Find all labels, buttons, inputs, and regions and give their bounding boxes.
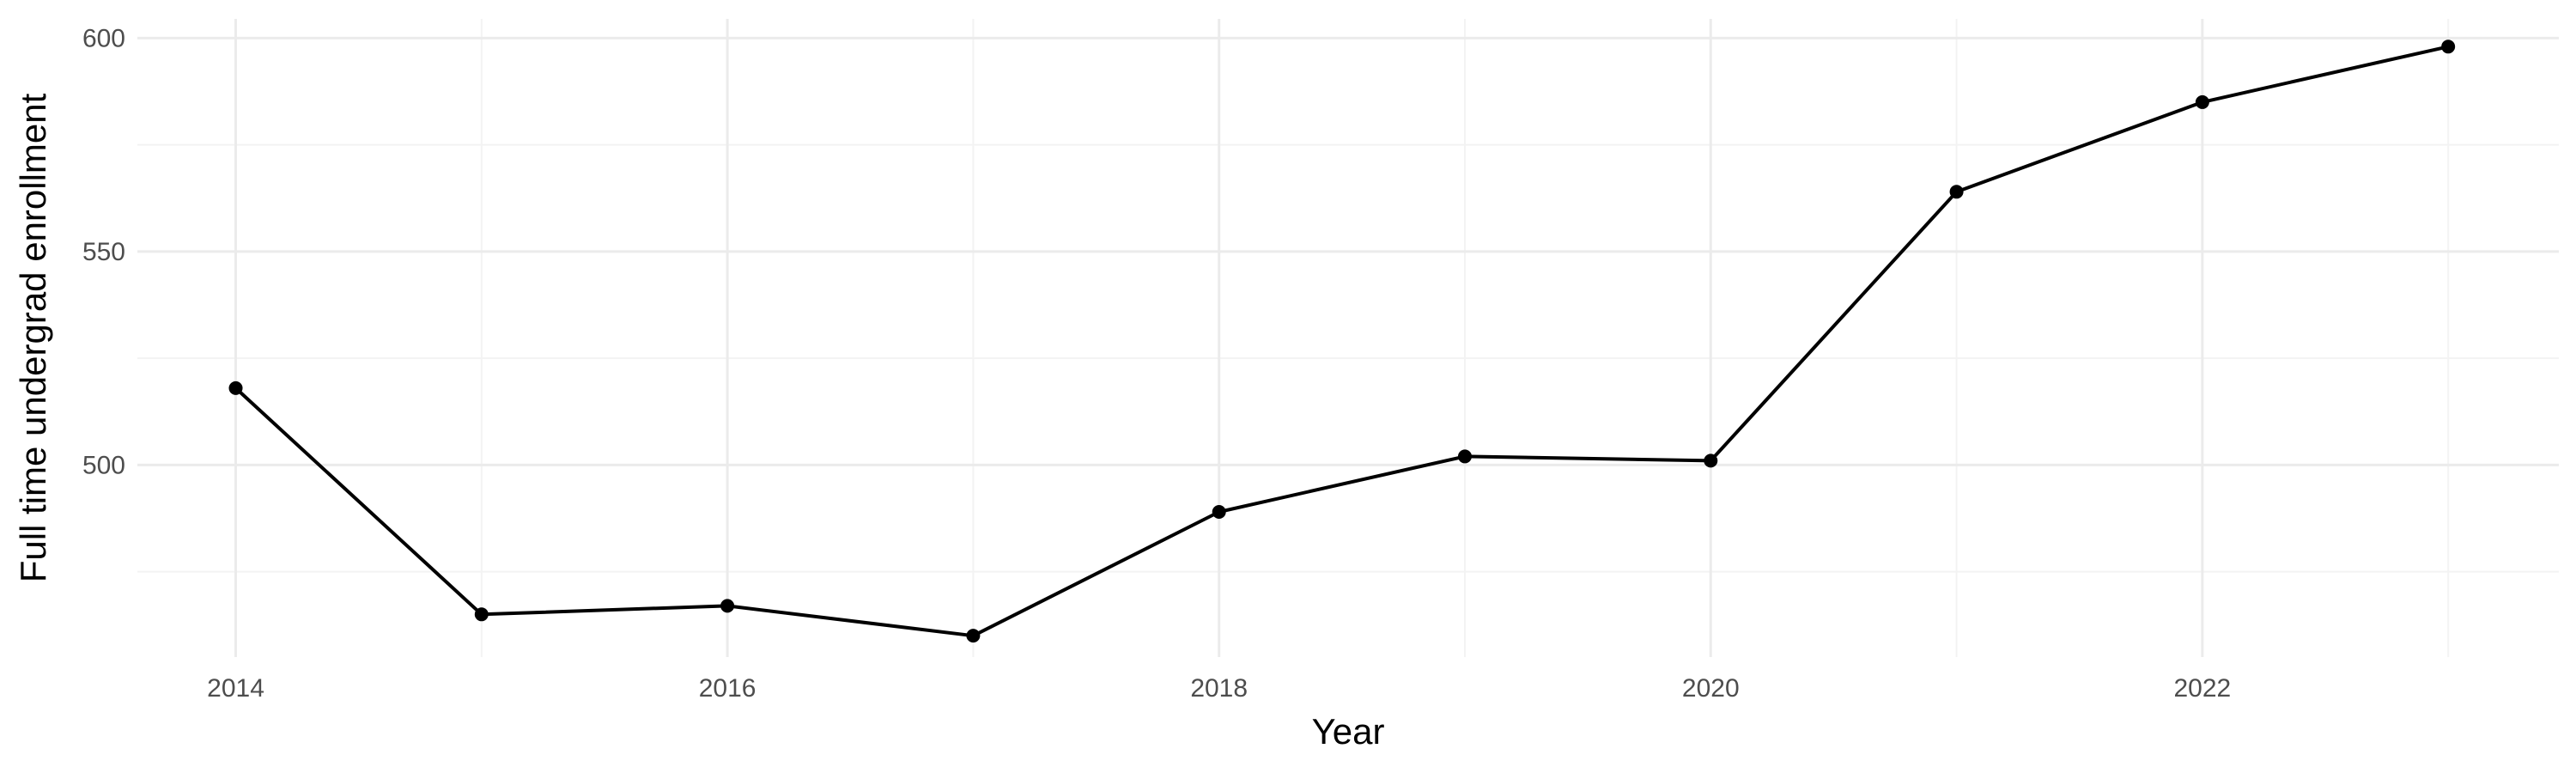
data-point bbox=[2441, 40, 2456, 54]
x-tick-label: 2020 bbox=[1682, 674, 1740, 703]
x-axis-title: Year bbox=[1312, 711, 1385, 752]
data-point bbox=[228, 380, 243, 395]
x-axis: 2014 2016 2018 2020 2022 bbox=[207, 674, 2231, 703]
x-tick-label: 2014 bbox=[207, 674, 264, 703]
x-tick-label: 2018 bbox=[1190, 674, 1248, 703]
data-point bbox=[966, 629, 981, 643]
y-tick-label: 600 bbox=[82, 24, 125, 52]
data-point bbox=[2195, 94, 2209, 109]
data-point bbox=[474, 607, 489, 622]
y-axis: 500 550 600 bbox=[82, 24, 125, 479]
data-point bbox=[1212, 505, 1226, 520]
series-layer bbox=[228, 40, 2456, 643]
series-line bbox=[234, 45, 2449, 638]
data-point bbox=[1949, 185, 1964, 199]
x-tick-label: 2022 bbox=[2173, 674, 2231, 703]
y-tick-label: 550 bbox=[82, 238, 125, 266]
y-axis-title: Full time undergrad enrollment bbox=[13, 93, 53, 582]
grid bbox=[137, 19, 2559, 657]
data-point bbox=[1457, 449, 1472, 464]
x-tick-label: 2016 bbox=[699, 674, 756, 703]
data-point bbox=[1704, 453, 1718, 468]
y-tick-label: 500 bbox=[82, 451, 125, 479]
data-point bbox=[720, 599, 735, 613]
